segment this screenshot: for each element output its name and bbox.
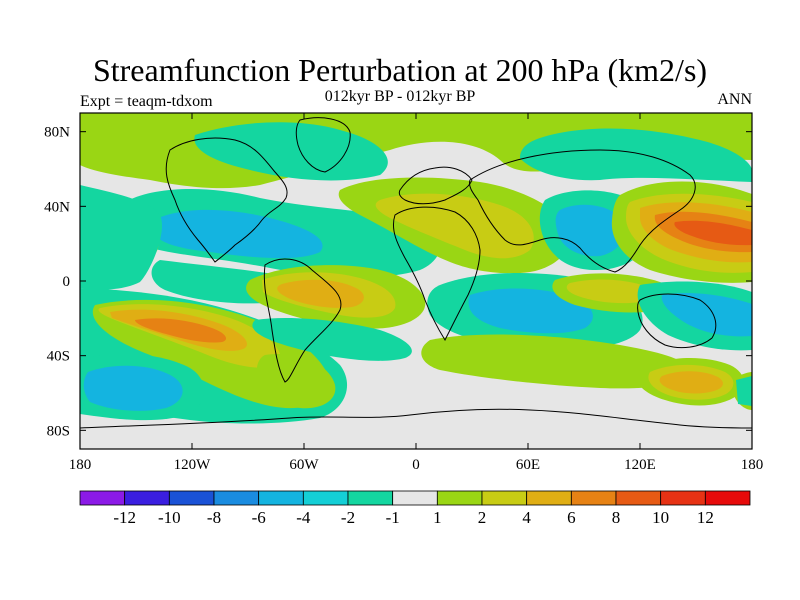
south-pacific-core	[135, 318, 227, 343]
colorbar-label: 4	[522, 508, 531, 527]
north-america-coast	[165, 137, 288, 263]
y-tick-label: 80S	[47, 423, 70, 439]
x-tick-label: 180	[69, 457, 92, 473]
y-tick-label: 40S	[47, 349, 70, 365]
colorbar-label: 8	[612, 508, 621, 527]
north-america-atlantic-core	[150, 209, 323, 259]
y-tick-label: 40N	[44, 199, 70, 215]
asia-negative-core	[555, 204, 625, 257]
x-axis: 180 120W 60W 0 60E 120E 180	[69, 113, 764, 473]
south-america-coast	[263, 258, 342, 383]
colorbar-label: 2	[478, 508, 487, 527]
southern-ocean-negative-region	[736, 376, 752, 406]
x-tick-label: 60W	[289, 457, 319, 473]
greenland-negative-region	[194, 122, 388, 181]
colorbar-swatch	[258, 490, 304, 506]
coastlines	[80, 117, 752, 429]
y-tick-label: 0	[63, 274, 71, 290]
colorbar-swatch	[347, 490, 394, 506]
colorbar-swatch	[570, 490, 617, 506]
contour-field	[80, 113, 752, 449]
antarctica-coast	[80, 408, 752, 429]
asia-coast	[469, 149, 696, 273]
south-atlantic-positive-region	[256, 354, 336, 409]
south-indian-ocean-positive-region	[421, 334, 690, 389]
x-tick-label: 120W	[174, 457, 212, 473]
south-pacific-high-lat-negative-core	[83, 365, 183, 411]
colorbar-swatch	[436, 490, 483, 506]
colorbar-label: 6	[567, 508, 576, 527]
europe-africa-positive-core	[375, 193, 534, 259]
colorbar-label: 1	[433, 508, 442, 527]
y-axis: 80N 40N 0 40S 80S	[44, 125, 752, 439]
south-atlantic-negative-region	[252, 318, 412, 361]
maritime-continent-positive-core	[566, 279, 653, 304]
colorbar-label: -12	[113, 508, 136, 527]
africa-coast	[392, 206, 481, 342]
x-tick-label: 60E	[516, 457, 540, 473]
colorbar-label: -6	[252, 508, 266, 527]
colorbar-swatch	[615, 490, 662, 506]
north-pacific-negative-region	[520, 128, 752, 182]
australia-negative-core	[661, 293, 752, 337]
colorbar-swatch	[392, 490, 438, 506]
colorbar: -12 -10 -8 -6 -4 -2 -1 1 2 4 6 8 10 12	[79, 490, 751, 527]
northwest-pacific-core	[674, 220, 752, 246]
season-label: ANN	[717, 91, 752, 108]
y-tick-label: 80N	[44, 125, 70, 141]
colorbar-label: -2	[341, 508, 355, 527]
colorbar-swatch	[481, 490, 528, 506]
colorbar-swatch	[660, 490, 706, 506]
colorbar-swatch	[704, 490, 751, 506]
colorbar-swatch	[79, 490, 126, 506]
colorbar-label: 12	[697, 508, 714, 527]
colorbar-swatch	[124, 490, 170, 506]
plot-title: Streamfunction Perturbation at 200 hPa (…	[92, 52, 708, 88]
tropical-pacific-negative-region	[80, 185, 162, 290]
colorbar-swatch	[168, 490, 215, 506]
experiment-label: Expt = teaqm-tdxom	[80, 93, 213, 110]
colorbar-label: -1	[386, 508, 400, 527]
southwest-pacific-core	[659, 371, 723, 394]
colorbar-swatch	[213, 490, 260, 506]
australia-coast	[637, 293, 717, 349]
plot-subtitle: 012kyr BP - 012kyr BP	[324, 88, 476, 105]
x-tick-label: 0	[412, 457, 420, 473]
colorbar-label: -8	[207, 508, 221, 527]
indian-ocean-negative-core	[468, 288, 593, 334]
colorbar-swatch	[526, 490, 572, 506]
colorbar-label: -4	[296, 508, 311, 527]
colorbar-label: 10	[652, 508, 669, 527]
colorbar-swatch	[302, 490, 349, 506]
colorbar-label: -10	[158, 508, 181, 527]
x-tick-label: 120E	[624, 457, 656, 473]
europe-coast	[398, 166, 473, 205]
greenland-coast	[295, 117, 351, 173]
x-tick-label: 180	[741, 457, 764, 473]
south-america-positive-core	[277, 279, 364, 308]
